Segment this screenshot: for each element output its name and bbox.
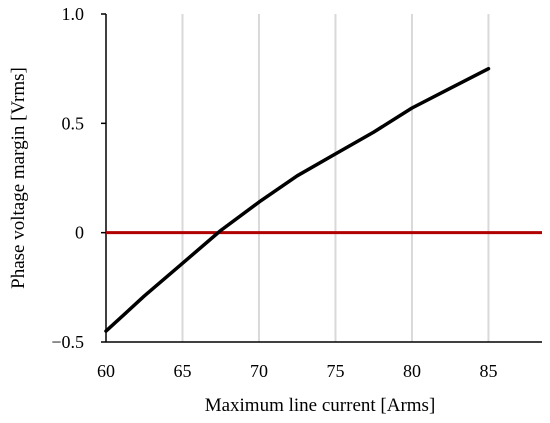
x-tick-label: 60 bbox=[97, 361, 115, 381]
y-axis-label: Phase voltage margin [Vrms] bbox=[8, 67, 29, 289]
x-tick-label: 70 bbox=[250, 361, 268, 381]
x-tick-label: 75 bbox=[326, 361, 344, 381]
y-tick-labels: −0.5 0 0.5 1.0 bbox=[51, 4, 84, 352]
y-tick-label: −0.5 bbox=[51, 332, 84, 352]
x-tick-label: 85 bbox=[479, 361, 497, 381]
axes bbox=[101, 13, 542, 343]
x-axis-label: Maximum line current [Arms] bbox=[205, 395, 436, 416]
x-tick-label: 65 bbox=[173, 361, 191, 381]
y-tick-label: 0 bbox=[75, 223, 84, 243]
series-lines bbox=[104, 66, 542, 333]
x-tick-labels: 60 65 70 75 80 85 bbox=[97, 361, 497, 381]
y-tick-label: 1.0 bbox=[62, 4, 85, 24]
grid-lines bbox=[181, 14, 490, 342]
series-line bbox=[104, 66, 491, 333]
x-tick-label: 80 bbox=[403, 361, 421, 381]
y-tick-label: 0.5 bbox=[62, 113, 85, 133]
